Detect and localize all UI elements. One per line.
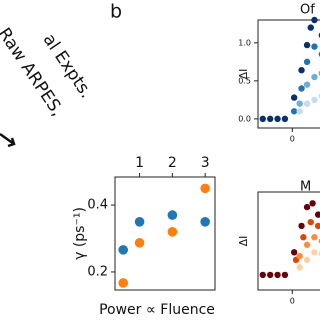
data-point — [309, 200, 316, 207]
x-axis-label: Power ∝ Fluence — [99, 302, 215, 318]
x-tick-label: 2 — [168, 155, 177, 171]
data-point — [303, 58, 311, 66]
data-point — [314, 211, 320, 218]
arrow — [0, 132, 16, 148]
chart-title: M — [300, 180, 311, 195]
data-point — [303, 241, 311, 248]
data-point — [311, 249, 318, 256]
chart-title: Of — [300, 3, 315, 18]
data-point — [303, 41, 311, 49]
data-point — [118, 278, 128, 288]
plot-frame — [114, 176, 216, 291]
data-point — [311, 43, 318, 50]
plot-frame — [257, 191, 320, 291]
plot-frame — [257, 19, 320, 129]
data-point — [307, 24, 314, 31]
data-point — [296, 100, 303, 107]
data-point — [303, 100, 311, 107]
data-point — [303, 81, 311, 88]
data-point — [296, 252, 303, 260]
x-tick-label: 0 — [290, 135, 295, 144]
data-point — [134, 216, 145, 227]
data-point — [298, 222, 305, 230]
x-tick-label: 0 — [290, 297, 295, 306]
data-point — [296, 108, 303, 115]
data-point — [266, 115, 274, 123]
data-point — [259, 115, 266, 123]
data-point — [259, 271, 266, 279]
data-point — [281, 115, 289, 123]
y-axis-label: ΔI — [237, 236, 250, 247]
data-point — [300, 234, 307, 241]
data-point — [290, 94, 298, 101]
data-point — [200, 216, 210, 227]
data-point — [290, 249, 298, 256]
data-point — [274, 115, 281, 123]
data-point — [307, 218, 314, 226]
data-point — [311, 96, 318, 104]
data-point — [311, 73, 318, 81]
y-axis-label: γ (ps⁻¹) — [72, 207, 88, 260]
y-tick-label: 0.0 — [238, 114, 251, 123]
data-point — [266, 271, 274, 279]
data-point — [298, 85, 305, 92]
x-tick-label: 3 — [201, 155, 210, 171]
data-point — [314, 222, 320, 230]
y-tick-label: 0.2 — [87, 264, 108, 279]
data-point — [311, 234, 318, 241]
data-point — [167, 227, 178, 237]
data-point — [118, 245, 128, 255]
data-point — [167, 210, 178, 220]
y-tick-label: 0.5 — [238, 76, 251, 85]
data-point — [296, 264, 303, 271]
data-point — [303, 256, 311, 264]
data-point — [298, 66, 305, 74]
y-tick-label: 1.0 — [238, 38, 251, 47]
panel-label: b — [110, 1, 122, 23]
data-point — [311, 16, 318, 24]
data-point — [281, 271, 289, 279]
data-point — [200, 183, 210, 194]
data-point — [134, 238, 145, 248]
x-tick-label: 1 — [135, 155, 144, 171]
data-point — [303, 203, 311, 211]
data-point — [290, 108, 298, 115]
y-tick-label: 0.4 — [87, 198, 108, 213]
left-text: Raw ARPES, al Expts. — [0, 24, 96, 120]
y-axis-label: ΔI — [237, 69, 250, 80]
data-point — [274, 271, 281, 279]
